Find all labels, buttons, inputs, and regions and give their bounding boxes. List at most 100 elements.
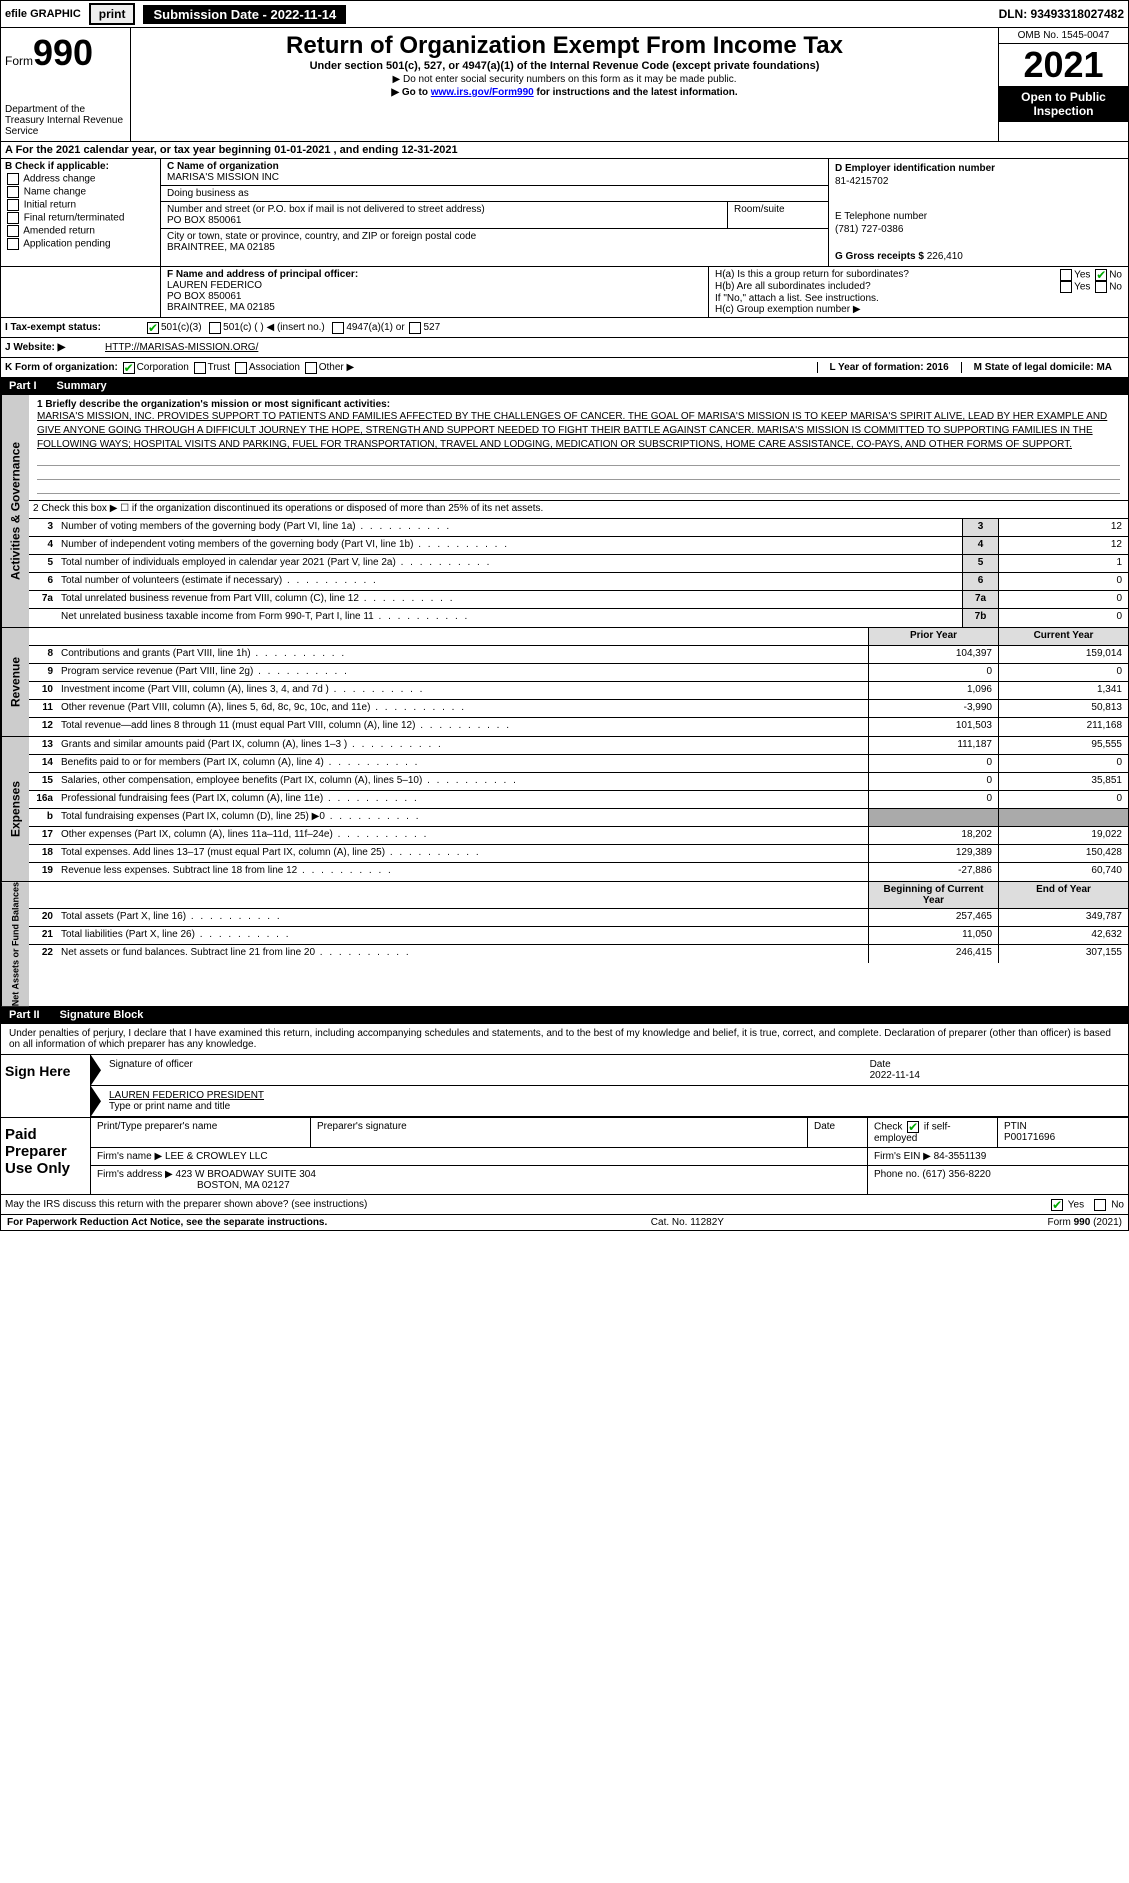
prior-year-header: Prior Year bbox=[868, 628, 998, 645]
opt-4947: 4947(a)(1) or bbox=[346, 322, 404, 333]
paid-preparer-label: Paid Preparer Use Only bbox=[1, 1118, 91, 1194]
line-number: 20 bbox=[29, 909, 57, 926]
org-name-label: C Name of organization bbox=[167, 161, 822, 172]
addr-label: Number and street (or P.O. box if mail i… bbox=[167, 204, 721, 215]
line-number: 11 bbox=[29, 700, 57, 717]
opt-trust: Trust bbox=[208, 362, 230, 373]
self-employed-checkbox[interactable] bbox=[907, 1121, 919, 1133]
revenue-section: Revenue Prior Year Current Year 8Contrib… bbox=[0, 628, 1129, 737]
table-row: 15Salaries, other compensation, employee… bbox=[29, 773, 1128, 791]
table-row: 18Total expenses. Add lines 13–17 (must … bbox=[29, 845, 1128, 863]
line-value: 12 bbox=[998, 537, 1128, 554]
part-2-header: Part II Signature Block bbox=[0, 1007, 1129, 1024]
part-2-title: Signature Block bbox=[60, 1009, 144, 1021]
4947-checkbox[interactable] bbox=[332, 322, 344, 334]
other-checkbox[interactable] bbox=[305, 362, 317, 374]
goto-post: for instructions and the latest informat… bbox=[534, 87, 738, 98]
ha-label: H(a) Is this a group return for subordin… bbox=[715, 269, 909, 281]
addr-value: PO BOX 850061 bbox=[167, 215, 721, 226]
line-desc: Net assets or fund balances. Subtract li… bbox=[57, 945, 868, 963]
assoc-checkbox[interactable] bbox=[235, 362, 247, 374]
section-b-checkbox[interactable] bbox=[7, 199, 19, 211]
part-1-num: Part I bbox=[9, 380, 37, 392]
ein-label: D Employer identification number bbox=[835, 163, 1122, 174]
501c-checkbox[interactable] bbox=[209, 322, 221, 334]
firm-ein: 84-3551139 bbox=[934, 1151, 987, 1162]
line-number: 15 bbox=[29, 773, 57, 790]
open-to-public-badge: Open to Public Inspection bbox=[999, 86, 1128, 122]
mission-label: 1 Briefly describe the organization's mi… bbox=[37, 399, 1120, 410]
section-b-checkbox[interactable] bbox=[7, 225, 19, 237]
section-b-checkbox[interactable] bbox=[7, 212, 19, 224]
form-number: 990 bbox=[33, 32, 93, 73]
ha-no-checkbox[interactable] bbox=[1095, 269, 1107, 281]
line-desc: Total assets (Part X, line 16) bbox=[57, 909, 868, 926]
prep-sig-header: Preparer's signature bbox=[311, 1118, 808, 1147]
governance-row: 4Number of independent voting members of… bbox=[29, 537, 1128, 555]
table-row: 10Investment income (Part VIII, column (… bbox=[29, 682, 1128, 700]
current-value: 0 bbox=[998, 791, 1128, 808]
current-value: 307,155 bbox=[998, 945, 1128, 963]
opt-assoc: Association bbox=[249, 362, 300, 373]
form-header: Form990 Department of the Treasury Inter… bbox=[0, 28, 1129, 142]
line-box: 4 bbox=[962, 537, 998, 554]
mission-block: 1 Briefly describe the organization's mi… bbox=[29, 395, 1128, 501]
footer-right: Form 990 (2021) bbox=[1048, 1217, 1123, 1228]
501c3-checkbox[interactable] bbox=[147, 322, 159, 334]
print-button[interactable]: print bbox=[89, 3, 136, 25]
line-desc: Contributions and grants (Part VIII, lin… bbox=[57, 646, 868, 663]
section-b-checkbox[interactable] bbox=[7, 173, 19, 185]
sig-date-label: Date bbox=[870, 1059, 891, 1070]
prior-value: 0 bbox=[868, 791, 998, 808]
section-b-checkbox[interactable] bbox=[7, 238, 19, 250]
current-value: 150,428 bbox=[998, 845, 1128, 862]
section-b-checkbox[interactable] bbox=[7, 186, 19, 198]
section-b-item: Address change bbox=[5, 173, 156, 185]
trust-checkbox[interactable] bbox=[194, 362, 206, 374]
ha-yes-checkbox[interactable] bbox=[1060, 269, 1072, 281]
line-desc: Total number of volunteers (estimate if … bbox=[57, 573, 962, 590]
website-value[interactable]: HTTP://MARISAS-MISSION.ORG/ bbox=[105, 342, 258, 353]
section-d: D Employer identification number 81-4215… bbox=[828, 159, 1128, 266]
section-b-item: Final return/terminated bbox=[5, 212, 156, 224]
dln-label: DLN: 93493318027482 bbox=[999, 7, 1124, 21]
firm-phone-label: Phone no. bbox=[874, 1169, 920, 1180]
line-number bbox=[29, 609, 57, 627]
line-number: 6 bbox=[29, 573, 57, 590]
firm-addr-label: Firm's address ▶ bbox=[97, 1169, 173, 1180]
row-j-website: J Website: ▶ HTTP://MARISAS-MISSION.ORG/ bbox=[0, 338, 1129, 358]
yes-label-3: Yes bbox=[1068, 1199, 1084, 1210]
hb-no-checkbox[interactable] bbox=[1095, 281, 1107, 293]
line-number: 19 bbox=[29, 863, 57, 881]
current-value: 50,813 bbox=[998, 700, 1128, 717]
hb-yes-checkbox[interactable] bbox=[1060, 281, 1072, 293]
officer-name: LAUREN FEDERICO bbox=[167, 280, 702, 291]
penalty-statement: Under penalties of perjury, I declare th… bbox=[0, 1024, 1129, 1055]
section-b-item: Name change bbox=[5, 186, 156, 198]
part-1-title: Summary bbox=[57, 380, 107, 392]
table-row: 17Other expenses (Part IX, column (A), l… bbox=[29, 827, 1128, 845]
irs-link[interactable]: www.irs.gov/Form990 bbox=[431, 87, 534, 98]
current-value: 42,632 bbox=[998, 927, 1128, 944]
discuss-no-checkbox[interactable] bbox=[1094, 1199, 1106, 1211]
table-row: 11Other revenue (Part VIII, column (A), … bbox=[29, 700, 1128, 718]
section-b-checkboxes: B Check if applicable: Address change Na… bbox=[1, 159, 161, 266]
table-row: 20Total assets (Part X, line 16)257,4653… bbox=[29, 909, 1128, 927]
governance-row: Net unrelated business taxable income fr… bbox=[29, 609, 1128, 627]
sidebar-revenue: Revenue bbox=[1, 628, 29, 736]
line-desc: Number of voting members of the governin… bbox=[57, 519, 962, 536]
row-j-label: J Website: ▶ bbox=[5, 342, 105, 353]
prior-value: 0 bbox=[868, 664, 998, 681]
corp-checkbox[interactable] bbox=[123, 362, 135, 374]
tax-year: 2021 bbox=[999, 44, 1128, 86]
page-footer: For Paperwork Reduction Act Notice, see … bbox=[0, 1215, 1129, 1231]
line-number: 21 bbox=[29, 927, 57, 944]
discuss-yes-checkbox[interactable] bbox=[1051, 1199, 1063, 1211]
firm-addr2: BOSTON, MA 02127 bbox=[97, 1180, 861, 1191]
header-middle: Return of Organization Exempt From Incom… bbox=[131, 28, 998, 141]
527-checkbox[interactable] bbox=[409, 322, 421, 334]
prior-value: 101,503 bbox=[868, 718, 998, 736]
paid-preparer-section: Paid Preparer Use Only Print/Type prepar… bbox=[0, 1118, 1129, 1195]
dept-label: Department of the Treasury Internal Reve… bbox=[5, 104, 126, 137]
current-value: 0 bbox=[998, 755, 1128, 772]
